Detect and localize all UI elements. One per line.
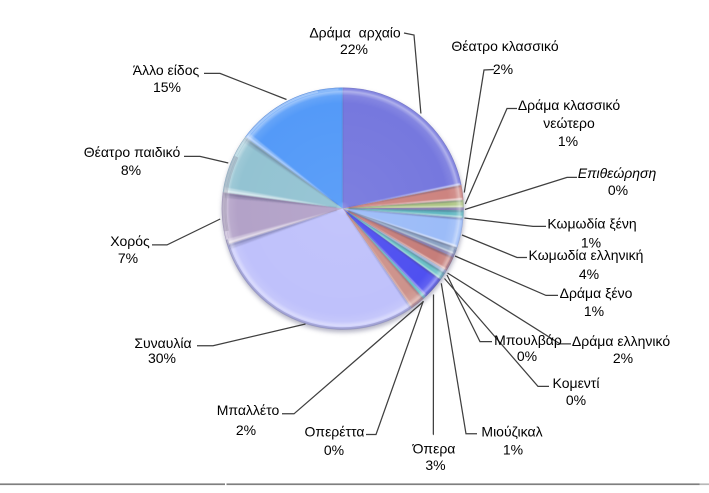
svg-text:22%: 22% xyxy=(340,41,368,57)
svg-text:Κωμωδία ξένη: Κωμωδία ξένη xyxy=(547,216,636,232)
svg-text:Κωμωδία ελληνική: Κωμωδία ελληνική xyxy=(529,247,644,263)
svg-text:Δράμα αρχαίο: Δράμα αρχαίο xyxy=(309,25,401,41)
svg-text:0%: 0% xyxy=(608,182,628,198)
svg-text:Θέατρο κλασσικό: Θέατρο κλασσικό xyxy=(451,38,558,54)
svg-text:1%: 1% xyxy=(503,442,523,458)
svg-text:Οπερέττα: Οπερέττα xyxy=(305,424,365,440)
svg-text:1%: 1% xyxy=(584,303,604,319)
svg-text:Άλλο είδος: Άλλο είδος xyxy=(133,62,200,78)
svg-text:νεώτερο: νεώτερο xyxy=(543,115,595,131)
svg-text:2%: 2% xyxy=(493,61,513,77)
svg-text:Χορός: Χορός xyxy=(110,233,150,249)
svg-text:Κομεντί: Κομεντί xyxy=(553,375,600,391)
svg-text:Δράμα ξένο: Δράμα ξένο xyxy=(560,285,633,301)
svg-text:2%: 2% xyxy=(236,422,256,438)
svg-text:0%: 0% xyxy=(324,442,344,458)
svg-text:8%: 8% xyxy=(121,162,141,178)
svg-text:3%: 3% xyxy=(425,457,445,473)
svg-text:30%: 30% xyxy=(148,350,176,366)
svg-text:2%: 2% xyxy=(613,350,633,366)
svg-text:Μιούζικαλ: Μιούζικαλ xyxy=(481,424,542,440)
svg-text:Θέατρο παιδικό: Θέατρο παιδικό xyxy=(84,144,181,160)
svg-text:Μπαλλέτο: Μπαλλέτο xyxy=(217,402,280,418)
svg-text:Δράμα κλασσικό: Δράμα κλασσικό xyxy=(518,97,621,113)
svg-text:7%: 7% xyxy=(118,250,138,266)
svg-text:0%: 0% xyxy=(517,348,537,364)
svg-text:Μπουλβάρ: Μπουλβάρ xyxy=(494,332,562,348)
svg-text:15%: 15% xyxy=(153,79,181,95)
svg-text:Δράμα ελληνικό: Δράμα ελληνικό xyxy=(572,333,670,349)
svg-text:4%: 4% xyxy=(579,266,599,282)
svg-text:Συναυλία: Συναυλία xyxy=(134,335,191,351)
svg-text:Επιθεώρηση: Επιθεώρηση xyxy=(578,165,657,181)
svg-text:1%: 1% xyxy=(558,133,578,149)
svg-text:Όπερα: Όπερα xyxy=(412,441,456,457)
svg-text:0%: 0% xyxy=(566,392,586,408)
